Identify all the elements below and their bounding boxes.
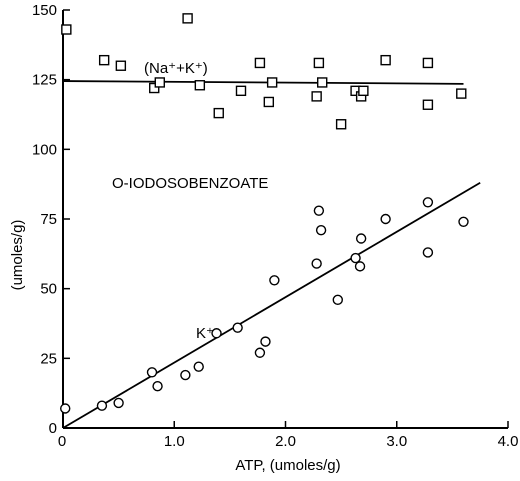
circle-point xyxy=(180,369,191,381)
square-point xyxy=(266,77,278,88)
x-tick-label: 1.0 xyxy=(164,433,185,450)
x-axis-label: ATP, (umoles/g) xyxy=(235,457,340,474)
circle-point xyxy=(232,322,243,333)
y-tick-label: 150 xyxy=(32,2,57,19)
series-label-na-k: (Na⁺+K⁺) xyxy=(144,60,208,77)
square-point xyxy=(254,57,266,69)
circle-point xyxy=(96,400,108,411)
circle-point xyxy=(311,258,322,269)
annotation-label: O-IODOSOBENZOATE xyxy=(112,175,268,192)
circle-point xyxy=(350,252,361,264)
circle-point xyxy=(354,261,366,272)
square-point xyxy=(456,88,467,99)
circle-point xyxy=(313,205,325,216)
fit-lines xyxy=(62,80,481,429)
y-tick-label: 0 xyxy=(49,420,57,437)
circle-point xyxy=(422,247,434,258)
x-tick-label: 3.0 xyxy=(386,433,407,450)
square-point xyxy=(313,57,325,69)
circle-point xyxy=(152,381,163,392)
circle-point xyxy=(193,361,204,372)
circle-point xyxy=(380,213,391,225)
square-point xyxy=(98,54,110,66)
square-point xyxy=(182,13,193,24)
square-point xyxy=(317,77,328,88)
square-point xyxy=(115,60,127,71)
circle-point xyxy=(269,275,280,286)
square-point xyxy=(149,82,160,94)
circle-point xyxy=(260,336,271,347)
axes: 0 1.0 2.0 3.0 4.0 0 25 50 75 100 125 150 xyxy=(32,2,518,450)
square-point xyxy=(61,24,72,35)
series-label-k: K⁺ xyxy=(196,325,214,342)
x-tick-label: 2.0 xyxy=(275,433,296,450)
square-point xyxy=(194,80,206,91)
circle-point xyxy=(355,233,367,244)
square-point xyxy=(235,85,247,97)
y-tick-label: 75 xyxy=(40,211,57,228)
y-tick-label: 125 xyxy=(32,72,57,89)
circle-point xyxy=(332,294,343,306)
circle-point xyxy=(113,397,124,409)
square-point xyxy=(380,54,391,66)
circle-point xyxy=(146,367,158,378)
circle-point xyxy=(422,197,434,208)
square-point xyxy=(154,77,165,88)
square-point xyxy=(422,57,434,69)
fit-line-k xyxy=(62,181,481,429)
x-tick-label: 4.0 xyxy=(498,433,519,450)
circle-point xyxy=(458,216,469,227)
y-tick-label: 100 xyxy=(32,141,57,158)
x-tick-label: 0 xyxy=(58,433,66,450)
fit-line-na-k xyxy=(62,80,464,85)
square-point xyxy=(213,107,224,119)
y-tick-label: 25 xyxy=(40,350,57,367)
square-point xyxy=(422,99,434,110)
circle-point xyxy=(315,224,327,236)
data-points xyxy=(60,13,469,414)
square-point xyxy=(311,91,322,102)
circle-point xyxy=(254,347,266,358)
circle-point xyxy=(60,403,71,414)
square-point xyxy=(358,85,369,97)
y-tick-label: 50 xyxy=(40,281,57,298)
y-axis-label: (umoles/g) xyxy=(9,220,26,291)
circle-point xyxy=(211,328,222,339)
square-point xyxy=(263,96,275,108)
square-point xyxy=(335,119,347,130)
